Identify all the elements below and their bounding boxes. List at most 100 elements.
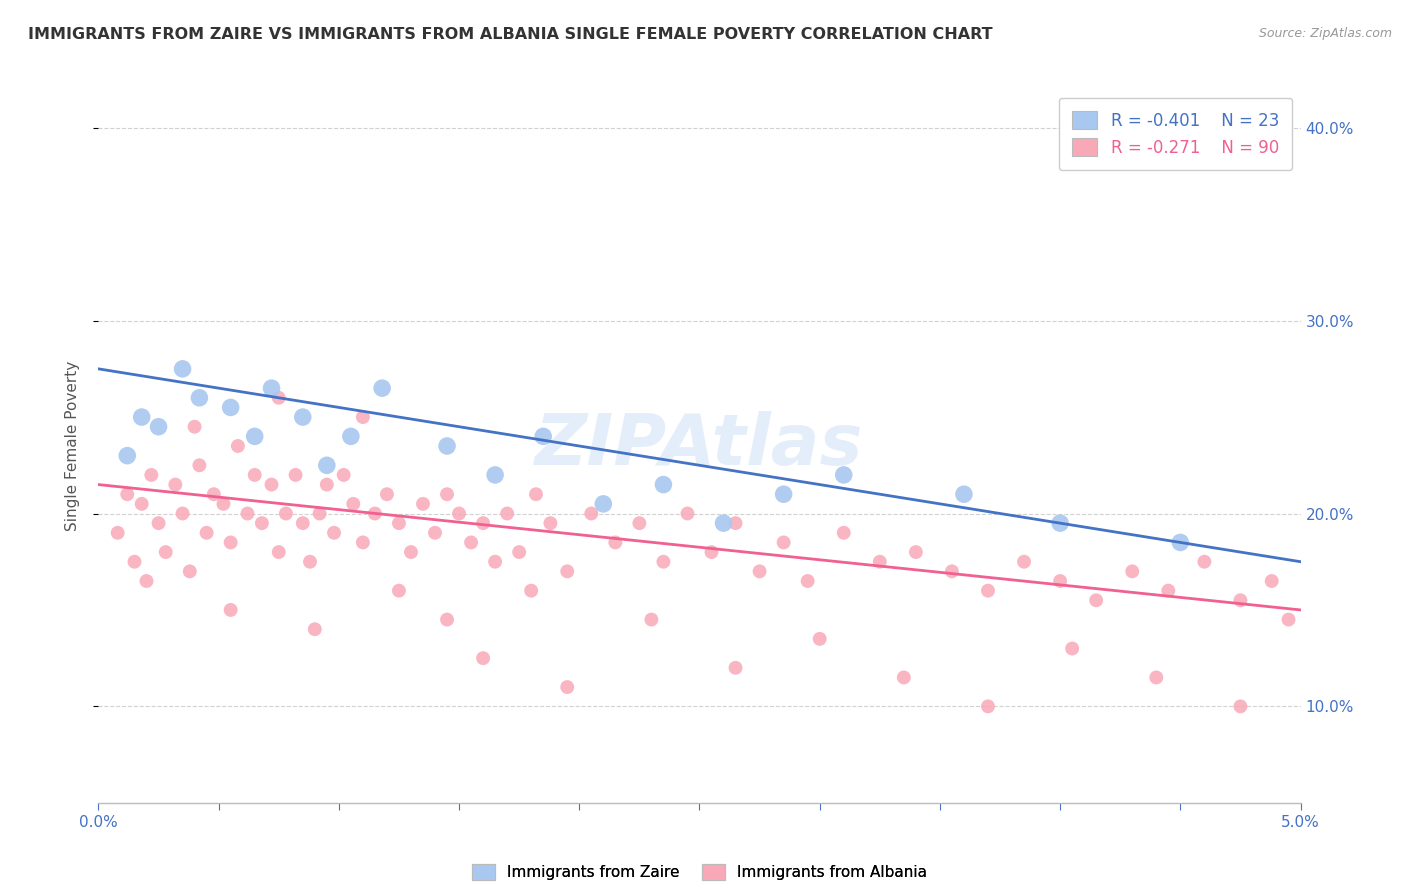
Point [352, 535, 374, 549]
Point [260, 477, 283, 491]
Point [342, 497, 364, 511]
Point [412, 497, 434, 511]
Point [447, 507, 470, 521]
Point [131, 497, 153, 511]
Point [212, 497, 235, 511]
Point [941, 565, 963, 579]
Point [172, 507, 194, 521]
Point [436, 613, 458, 627]
Point [179, 565, 201, 579]
Point [1049, 516, 1071, 530]
Point [148, 516, 170, 530]
Point [520, 583, 543, 598]
Point [1157, 583, 1180, 598]
Point [308, 507, 330, 521]
Point [581, 507, 603, 521]
Point [243, 429, 266, 443]
Point [188, 458, 211, 473]
Point [508, 545, 530, 559]
Point [652, 477, 675, 491]
Point [1049, 574, 1071, 588]
Point [869, 555, 891, 569]
Point [371, 381, 394, 395]
Point [188, 391, 211, 405]
Point [260, 381, 283, 395]
Point [243, 467, 266, 482]
Point [155, 545, 177, 559]
Point [555, 565, 578, 579]
Point [832, 467, 855, 482]
Point [893, 670, 915, 684]
Point [107, 525, 129, 540]
Point [808, 632, 831, 646]
Point [219, 401, 242, 415]
Point [1194, 555, 1216, 569]
Point [524, 487, 547, 501]
Point [977, 583, 1000, 598]
Point [772, 535, 794, 549]
Point [274, 507, 297, 521]
Point [436, 439, 458, 453]
Point [291, 410, 314, 425]
Text: IMMIGRANTS FROM ZAIRE VS IMMIGRANTS FROM ALBANIA SINGLE FEMALE POVERTY CORRELATI: IMMIGRANTS FROM ZAIRE VS IMMIGRANTS FROM… [28, 27, 993, 42]
Point [1144, 670, 1167, 684]
Point [700, 545, 723, 559]
Point [352, 410, 374, 425]
Point [1277, 613, 1299, 627]
Point [953, 487, 976, 501]
Point [436, 487, 458, 501]
Point [1085, 593, 1108, 607]
Point [117, 449, 139, 463]
Point [267, 545, 290, 559]
Point [555, 680, 578, 694]
Point [250, 516, 273, 530]
Point [195, 525, 218, 540]
Point [1229, 699, 1251, 714]
Point [724, 516, 747, 530]
Point [315, 458, 337, 473]
Point [538, 516, 561, 530]
Point [375, 487, 398, 501]
Point [388, 583, 411, 598]
Point [1229, 593, 1251, 607]
Y-axis label: Single Female Poverty: Single Female Poverty [65, 361, 80, 531]
Point [202, 487, 225, 501]
Point [226, 439, 249, 453]
Point [423, 525, 446, 540]
Point [531, 429, 554, 443]
Point [267, 391, 290, 405]
Point [832, 525, 855, 540]
Point [1062, 641, 1084, 656]
Point [340, 429, 363, 443]
Point [298, 555, 321, 569]
Legend: Immigrants from Zaire, Immigrants from Albania: Immigrants from Zaire, Immigrants from A… [464, 856, 935, 888]
Point [1170, 535, 1192, 549]
Point [172, 362, 194, 376]
Point [460, 535, 482, 549]
Point [772, 487, 794, 501]
Point [284, 467, 307, 482]
Point [183, 419, 205, 434]
Point [472, 651, 495, 665]
Point [748, 565, 770, 579]
Point [364, 507, 387, 521]
Point [904, 545, 927, 559]
Point [676, 507, 699, 521]
Text: ZIPAtlas: ZIPAtlas [536, 411, 863, 481]
Point [124, 555, 146, 569]
Point [165, 477, 187, 491]
Point [135, 574, 157, 588]
Point [291, 516, 314, 530]
Point [332, 467, 354, 482]
Point [141, 467, 163, 482]
Point [117, 487, 139, 501]
Point [592, 497, 614, 511]
Point [1012, 555, 1035, 569]
Point [219, 535, 242, 549]
Point [496, 507, 519, 521]
Point [977, 699, 1000, 714]
Point [472, 516, 495, 530]
Point [1260, 574, 1282, 588]
Point [236, 507, 259, 521]
Point [713, 516, 735, 530]
